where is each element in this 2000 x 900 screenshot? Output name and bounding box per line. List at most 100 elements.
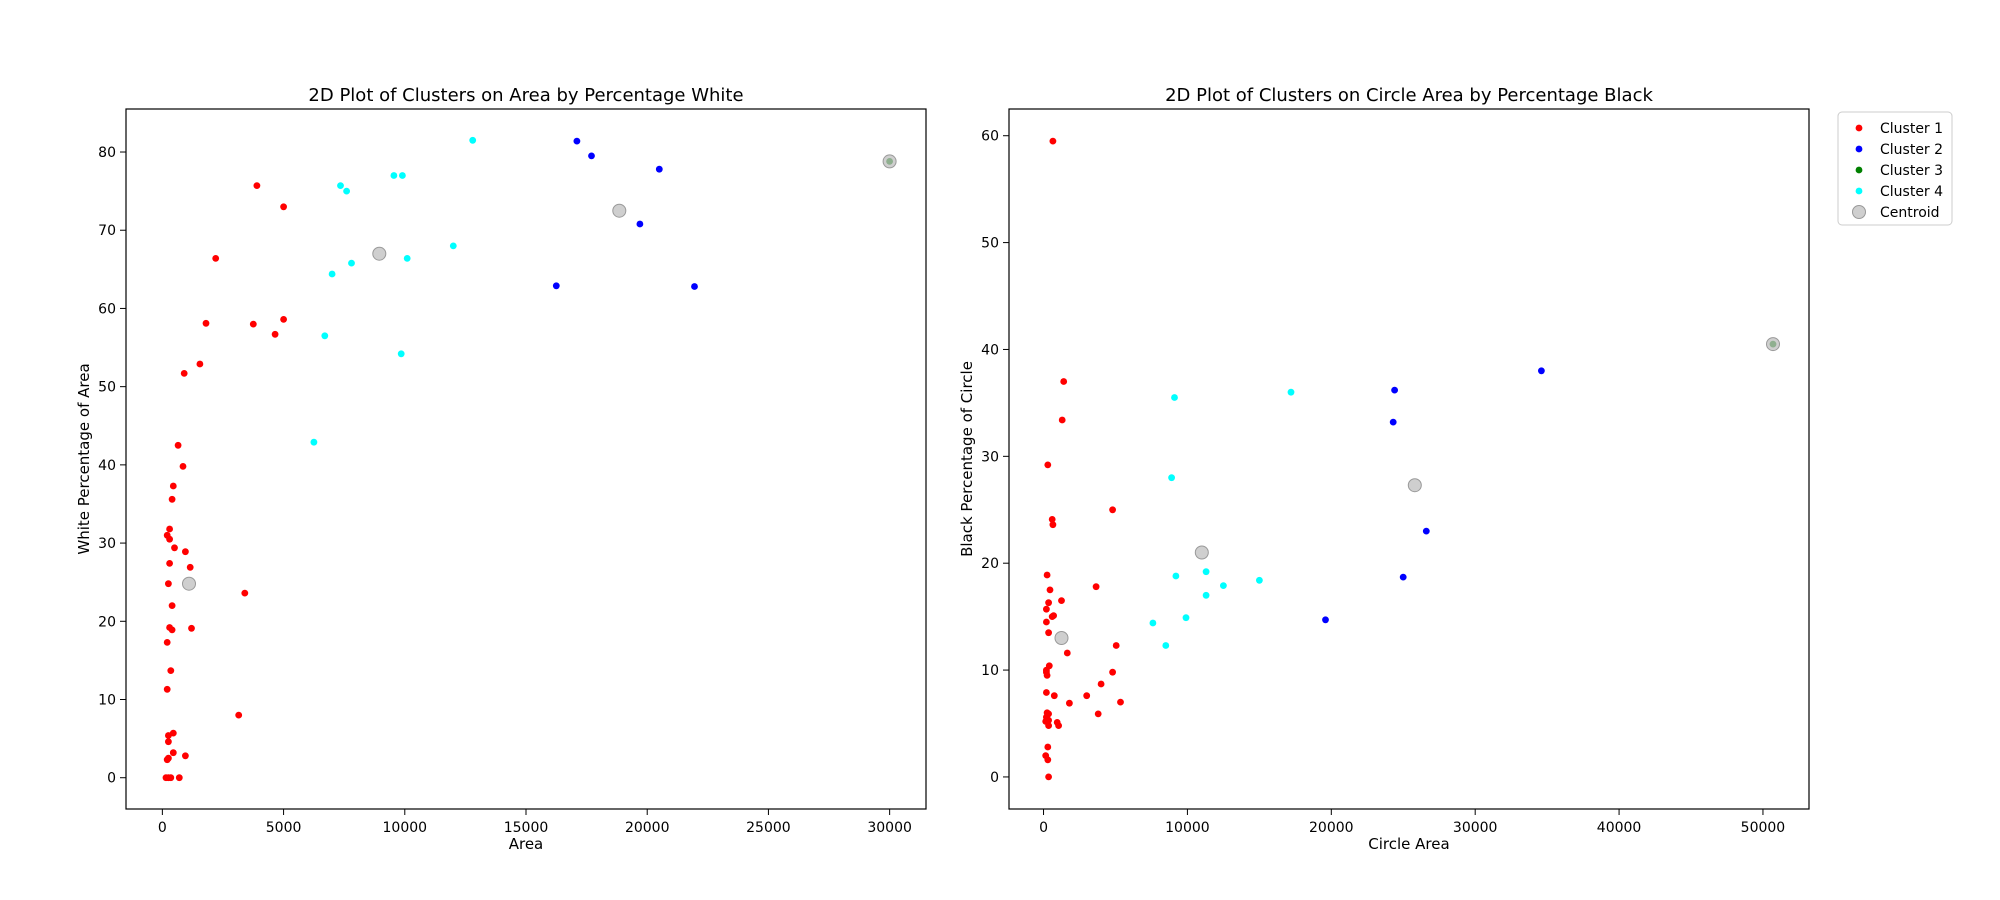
y-tick-label: 10 xyxy=(981,663,999,679)
plot-points xyxy=(162,136,897,782)
point-cluster-2-5 xyxy=(691,283,698,290)
point-cluster-1-34 xyxy=(182,752,189,760)
point-centroid-3 xyxy=(1766,337,1780,352)
point-cluster-2-2 xyxy=(655,165,663,173)
point-cluster-1-26 xyxy=(163,639,171,646)
point-cluster-4-11 xyxy=(310,438,318,446)
point-cluster-1-39 xyxy=(1044,743,1052,751)
x-axis-label: Circle Area xyxy=(1368,835,1449,853)
y-tick-label: 30 xyxy=(98,536,116,552)
point-cluster-4-0 xyxy=(469,136,477,144)
point-cluster-1-4 xyxy=(249,320,257,328)
legend-label-cluster-4: Cluster 4 xyxy=(1880,184,1943,200)
point-cluster-4-8 xyxy=(1182,614,1190,622)
point-cluster-1-28 xyxy=(1066,699,1073,707)
point-cluster-2-1 xyxy=(1391,386,1398,394)
point-cluster-1-1 xyxy=(1060,378,1068,385)
x-tick-label: 20000 xyxy=(625,820,670,836)
point-cluster-1-6 xyxy=(271,330,279,338)
point-cluster-2-4 xyxy=(552,282,560,290)
legend-box xyxy=(1837,111,1953,226)
point-cluster-4-5 xyxy=(449,242,457,250)
point-cluster-2-4 xyxy=(1399,573,1407,581)
x-tick-label: 10000 xyxy=(1165,820,1210,836)
legend-marker-cluster-3 xyxy=(1855,166,1863,174)
point-cluster-4-10 xyxy=(1162,642,1170,649)
point-cluster-1-11 xyxy=(169,482,177,490)
x-tick-label: 30000 xyxy=(867,820,912,836)
point-cluster-2-0 xyxy=(573,137,581,145)
x-tick-label: 25000 xyxy=(746,820,791,836)
point-cluster-1-25 xyxy=(188,624,195,632)
point-cluster-2-3 xyxy=(1422,527,1430,535)
y-tick-label: 40 xyxy=(981,342,999,358)
point-cluster-1-12 xyxy=(1043,605,1050,613)
point-cluster-4-7 xyxy=(348,259,355,267)
point-centroid-0 xyxy=(1054,631,1069,645)
point-cluster-1-8 xyxy=(180,370,188,377)
y-tick-label: 20 xyxy=(98,614,116,630)
legend-marker-centroid xyxy=(1852,205,1866,219)
legend-marker-cluster-1 xyxy=(1855,124,1863,132)
legend-label-cluster-1: Cluster 1 xyxy=(1880,121,1943,137)
x-tick-label: 0 xyxy=(1039,820,1048,836)
y-axis-label: Black Percentage of Circle xyxy=(958,361,976,557)
point-cluster-1-22 xyxy=(1043,672,1051,679)
point-cluster-1-2 xyxy=(1058,416,1066,424)
point-centroid-2 xyxy=(612,203,627,218)
point-cluster-4-1 xyxy=(337,182,344,190)
legend-label-centroid: Centroid xyxy=(1880,205,1940,221)
point-cluster-1-32 xyxy=(165,738,172,746)
point-cluster-1-29 xyxy=(235,711,243,719)
point-cluster-1-27 xyxy=(1083,692,1091,700)
point-cluster-1-4 xyxy=(1109,506,1116,514)
chart-title: 2D Plot of Clusters on Area by Percentag… xyxy=(308,85,743,106)
y-tick-label: 40 xyxy=(98,458,116,474)
point-centroid-1 xyxy=(372,246,387,261)
legend-marker-cluster-4 xyxy=(1855,187,1863,195)
point-cluster-1-28 xyxy=(163,685,171,693)
x-tick-label: 20000 xyxy=(1309,820,1354,836)
point-cluster-1-17 xyxy=(182,548,189,556)
y-tick-label: 0 xyxy=(990,770,999,786)
point-centroid-2 xyxy=(1407,478,1422,493)
point-cluster-1-33 xyxy=(169,749,177,757)
point-cluster-4-9 xyxy=(321,332,329,340)
point-cluster-1-7 xyxy=(1043,571,1051,579)
x-tick-label: 50000 xyxy=(1741,820,1786,836)
point-cluster-1-18 xyxy=(1063,649,1071,657)
point-cluster-1-17 xyxy=(1112,642,1120,649)
point-cluster-1-10 xyxy=(179,463,187,470)
point-cluster-1-18 xyxy=(166,560,174,567)
point-cluster-2-3 xyxy=(636,220,644,228)
point-cluster-4-2 xyxy=(1168,474,1175,482)
point-cluster-1-24 xyxy=(168,626,176,634)
y-tick-label: 20 xyxy=(981,556,999,572)
point-cluster-4-2 xyxy=(343,187,350,195)
legend-marker-cluster-2 xyxy=(1855,145,1863,153)
point-cluster-1-8 xyxy=(1092,583,1100,591)
x-tick-label: 10000 xyxy=(383,820,428,836)
point-cluster-1-11 xyxy=(1045,599,1052,607)
chart-circle-area-by-black: 2D Plot of Clusters on Circle Area by Pe… xyxy=(958,85,1810,853)
point-cluster-4-9 xyxy=(1149,619,1157,627)
point-cluster-2-1 xyxy=(588,152,595,160)
legend-entries: Cluster 1 Cluster 2 Cluster 3 Cluster 4 Cent… xyxy=(1852,121,1943,221)
point-cluster-1-22 xyxy=(168,602,176,609)
point-cluster-1-1 xyxy=(280,203,287,211)
point-cluster-4-3 xyxy=(390,172,398,179)
y-tick-label: 60 xyxy=(98,301,116,317)
y-tick-label: 10 xyxy=(98,693,116,709)
point-cluster-1-40 xyxy=(175,774,183,782)
x-tick-label: 30000 xyxy=(1453,820,1498,836)
point-cluster-1-39 xyxy=(167,774,175,782)
point-cluster-4-6 xyxy=(403,255,411,262)
point-cluster-1-10 xyxy=(1058,597,1065,604)
plot-points xyxy=(1042,137,1780,781)
y-tick-label: 60 xyxy=(981,129,999,145)
point-cluster-1-31 xyxy=(169,729,177,737)
point-cluster-2-5 xyxy=(1322,616,1329,624)
point-cluster-4-10 xyxy=(397,350,405,358)
y-tick-label: 30 xyxy=(981,449,999,465)
